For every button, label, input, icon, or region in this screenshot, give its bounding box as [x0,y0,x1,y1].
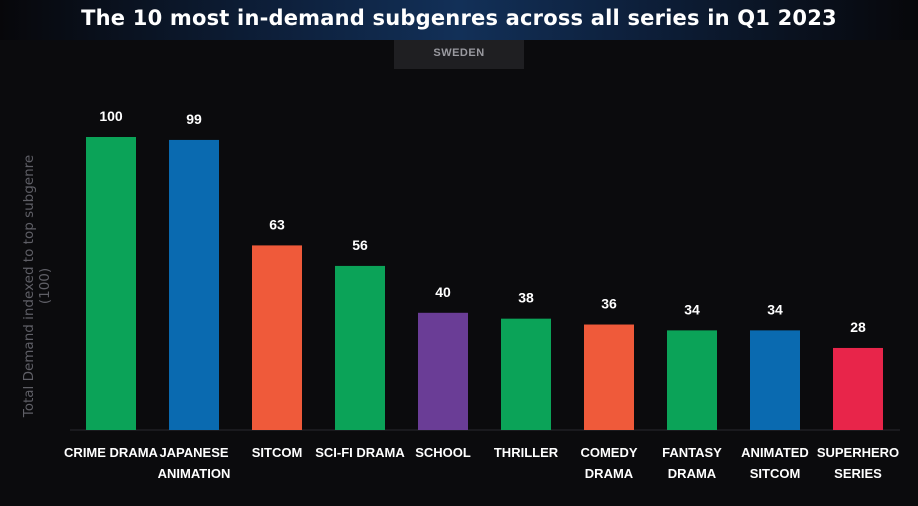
category-label: SUPERHERO [817,445,899,460]
bar-value-label: 34 [684,301,700,317]
title-band [0,0,918,40]
bar-value-label: 38 [518,290,534,306]
category-label: SITCOM [750,466,801,481]
bar [335,265,385,430]
bar-value-label: 40 [435,284,451,300]
category-label: SCI-FI DRAMA [315,445,405,460]
bar [252,245,302,430]
bar [169,139,219,430]
category-label: DRAMA [668,466,717,481]
chart-title: The 10 most in-demand subgenres across a… [81,6,837,30]
bar-value-label: 28 [850,319,866,335]
bar-value-label: 99 [186,111,202,127]
category-label: SCHOOL [415,445,471,460]
bar-value-label: 36 [601,296,617,312]
category-label: CRIME DRAMA [64,445,158,460]
category-label: ANIMATED [741,445,809,460]
bar-value-label: 34 [767,301,783,317]
bar [833,347,883,430]
category-label: SERIES [834,466,882,481]
bar-value-label: 56 [352,237,368,253]
category-label: THRILLER [494,445,559,460]
bar [86,137,136,430]
category-label: FANTASY [662,445,722,460]
bar [750,330,800,430]
bar [418,312,468,430]
category-label: COMEDY [580,445,637,460]
bar [584,324,634,430]
bar [501,318,551,430]
category-label: ANIMATION [158,466,231,481]
bar [667,330,717,430]
bar-value-label: 63 [269,216,285,232]
chart-subtitle: SWEDEN [433,47,485,59]
category-label: DRAMA [585,466,634,481]
category-label: JAPANESE [159,445,228,460]
category-label: SITCOM [252,445,303,460]
subtitle-box: SWEDEN [394,40,524,69]
bar-value-label: 100 [99,108,123,124]
